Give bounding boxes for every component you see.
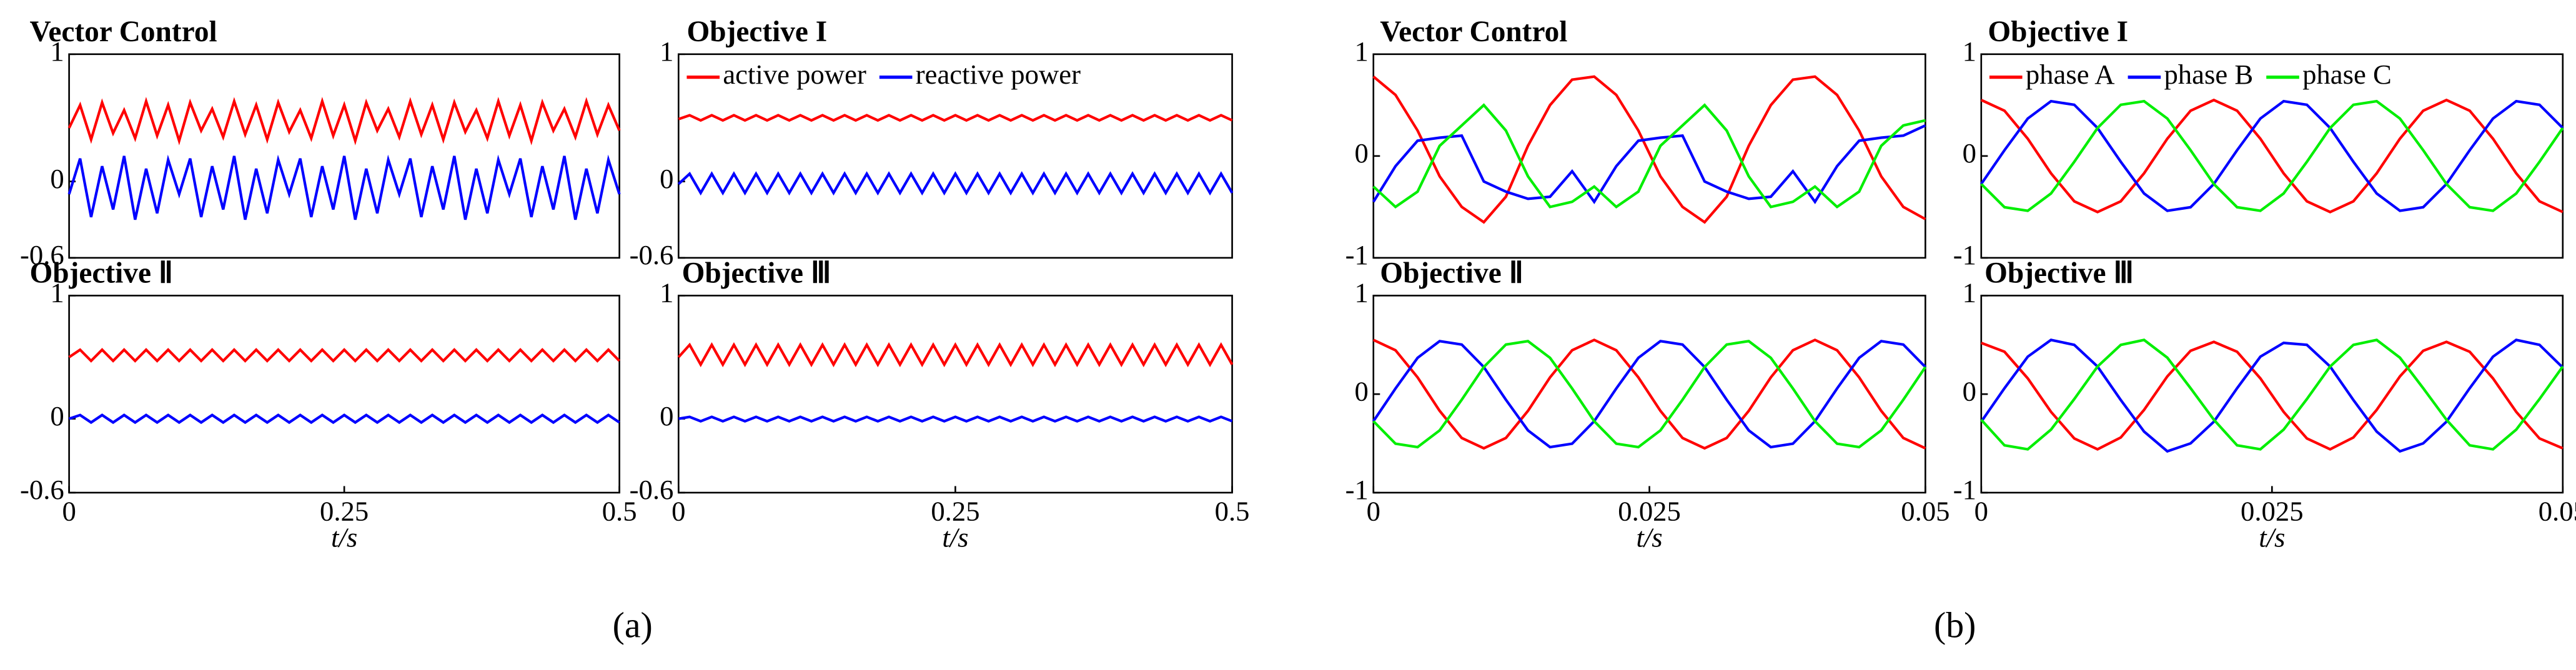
legend-label: phase C (2302, 59, 2392, 90)
caption: (b) (1934, 605, 1976, 646)
chart-title: Vector Control (1380, 16, 1567, 48)
chart-title: Objective I (1988, 16, 2128, 48)
y-tick-label: -1 (1345, 239, 1369, 270)
x-tick-label: 0.025 (1618, 495, 1681, 526)
data-line (1980, 338, 2564, 451)
y-tick-label: -0.6 (630, 474, 674, 505)
x-tick-label: 0.025 (2241, 495, 2304, 526)
y-tick-label: 1 (1355, 36, 1369, 67)
y-tick-label: -0.6 (20, 474, 64, 505)
data-line (1372, 340, 1926, 449)
x-tick-label: 0.25 (320, 495, 369, 526)
y-tick-label: 1 (660, 36, 673, 67)
data-line (1372, 338, 1926, 450)
y-tick-label: 0 (660, 163, 673, 194)
data-line (1980, 98, 2564, 214)
data-line (67, 154, 621, 220)
data-line (1372, 103, 1926, 209)
y-tick-label: -1 (1953, 474, 1976, 505)
chart-title: Objective Ⅱ (29, 257, 173, 290)
y-tick-label: -0.6 (630, 239, 674, 270)
legend-label: phase A (2026, 59, 2115, 90)
chart-title: Objective Ⅲ (1984, 257, 2134, 290)
y-tick-label: 1 (1963, 36, 1976, 67)
y-tick-label: 1 (1355, 277, 1369, 308)
x-tick-label: 0 (1974, 495, 1988, 526)
data-line (678, 114, 1233, 122)
data-line (678, 415, 1233, 423)
chart-title: Objective Ⅲ (682, 257, 831, 290)
data-line (68, 348, 621, 363)
y-tick-label: -1 (1953, 239, 1976, 270)
y-tick-label: -1 (1345, 474, 1369, 505)
data-line (1980, 338, 2564, 453)
y-tick-label: 1 (660, 277, 673, 308)
y-tick-label: 1 (50, 277, 64, 308)
x-tick-label: 0 (62, 495, 76, 526)
y-tick-label: 1 (50, 36, 64, 67)
x-tick-label: 0.05 (1901, 495, 1949, 526)
data-line (1372, 340, 1927, 449)
plot-frame (677, 53, 1233, 259)
data-line (1372, 75, 1926, 224)
data-line (67, 97, 621, 145)
chart-title: Objective Ⅱ (1380, 257, 1523, 290)
data-line (68, 413, 620, 425)
y-tick-label: 1 (1963, 277, 1976, 308)
data-line (1980, 99, 2564, 212)
x-axis-label: t/s (942, 522, 968, 553)
legend-label: reactive power (916, 59, 1081, 90)
data-line (677, 342, 1234, 368)
x-tick-label: 0.05 (2539, 495, 2576, 526)
legend-label: phase B (2164, 59, 2253, 90)
caption: (a) (613, 605, 653, 646)
y-tick-label: 0 (660, 400, 673, 431)
y-tick-label: 0 (1355, 137, 1369, 169)
x-axis-label: t/s (2259, 522, 2285, 553)
y-tick-label: 0 (50, 400, 64, 431)
y-tick-label: 0 (1355, 375, 1369, 406)
x-axis-label: t/s (331, 522, 357, 553)
x-tick-label: 0.5 (602, 495, 637, 526)
data-line (677, 171, 1234, 196)
x-tick-label: 0.5 (1215, 495, 1250, 526)
data-line (1981, 340, 2564, 451)
chart-title: Objective I (686, 16, 827, 48)
y-tick-label: 0 (1963, 375, 1976, 406)
y-tick-label: 0 (50, 163, 64, 194)
chart-title: Vector Control (29, 16, 217, 48)
x-tick-label: 0 (671, 495, 685, 526)
x-axis-label: t/s (1636, 522, 1662, 553)
data-line (1372, 124, 1926, 204)
legend-label: active power (723, 59, 866, 90)
x-tick-label: 0 (1367, 495, 1380, 526)
y-tick-label: -0.6 (20, 239, 64, 270)
data-line (1980, 99, 2564, 212)
x-tick-label: 0.25 (931, 495, 979, 526)
plot-frame (68, 53, 620, 259)
y-tick-label: 0 (1963, 137, 1976, 169)
